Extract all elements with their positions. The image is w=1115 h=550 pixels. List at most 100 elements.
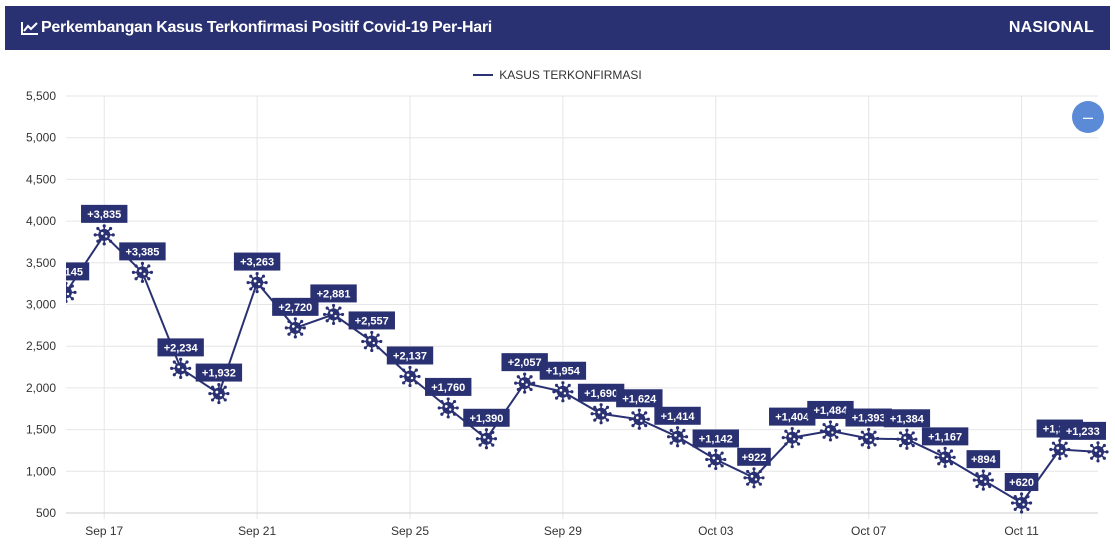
y-tick-label: 2,500 [26,339,56,353]
data-label-text: +3,145 [49,266,83,278]
y-tick-label: 3,000 [26,298,56,312]
y-tick-label: 5,500 [26,89,56,103]
data-label-text: +2,720 [278,302,312,314]
virus-icon [170,357,192,379]
data-label-text: +1,142 [699,433,733,445]
virus-icon [972,469,994,491]
virus-icon [208,382,230,405]
data-label-box [463,408,510,427]
y-tick-label: 1,500 [26,423,56,437]
data-label-box [425,377,472,396]
chart-title: Perkembangan Kasus Terkonfirmasi Positif… [41,19,492,36]
virus-icon [743,467,765,489]
data-label-box [966,450,1001,469]
virus-icon [1087,441,1109,463]
legend-swatch [473,74,494,76]
virus-icon [93,224,115,246]
data-label-text: +1,760 [431,382,465,394]
series-group: +3,145 +3,835 +3,385 +2,234 +1,932 +3,263 +2,7… [49,204,1109,514]
data-label: +1,167 [921,427,969,446]
x-tick-label: Oct 03 [698,524,734,538]
data-label: +1,393 [845,408,892,427]
data-label-box [233,252,281,271]
data-label-text: +1,390 [469,413,503,425]
data-label-box [807,400,854,419]
data-label: +620 [1004,472,1039,491]
data-label-text: +1,954 [546,366,581,378]
data-label: +1,233 [1059,421,1106,440]
data-label-box [845,408,892,427]
virus-icon [399,365,421,388]
data-label: +2,557 [348,311,395,330]
virus-icon [896,428,918,450]
data-label-box [654,406,701,425]
data-label: +3,385 [119,242,166,261]
data-label-box [883,409,931,428]
data-label-text: +894 [971,454,997,466]
data-label-box [81,204,128,223]
virus-icon [322,303,345,326]
data-label-box [66,262,90,281]
virus-icon [934,446,956,468]
virus-icon [514,372,536,394]
data-label-text: +2,881 [317,288,351,300]
data-label: +1,690 [577,383,625,402]
data-label-box [195,363,243,382]
data-label-box [157,338,204,357]
data-label-box [386,346,434,365]
virus-icon [628,408,650,430]
data-label-box [272,297,319,316]
data-label-text: +3,835 [87,209,121,221]
data-label-box [310,284,357,303]
data-label-text: +1,414 [661,411,696,423]
data-label: +3,835 [81,204,128,223]
data-label-box [577,383,625,402]
minus-icon: – [1082,106,1093,127]
data-label-text: +1,932 [202,368,236,380]
scope-label: NASIONAL [1008,19,1094,36]
data-label: +1,760 [425,377,472,396]
data-label: +2,234 [157,338,204,357]
virus-icon [131,261,154,283]
virus-icon [552,381,574,403]
chart-legend[interactable]: KASUS TERKONFIRMASI [0,68,1115,82]
virus-icon [705,448,727,471]
virus-icon [361,330,383,353]
data-label-text: +1,484 [813,405,848,417]
data-label: +1,390 [463,408,510,427]
data-label: +1,142 [692,429,739,448]
data-label-box [616,389,663,408]
y-tick-label: 3,500 [26,256,56,270]
virus-icon [284,317,306,339]
data-label: +894 [966,450,1001,469]
virus-icon [475,428,498,450]
data-label-text: +620 [1009,477,1034,489]
data-label: +1,624 [616,389,663,408]
data-label: +1,404 [769,407,816,426]
data-label: +1,484 [807,400,854,419]
legend-label[interactable]: KASUS TERKONFIRMASI [499,68,642,82]
data-label-text: +1,624 [622,393,657,405]
data-label-text: +2,234 [164,342,199,354]
data-label-text: +1,384 [890,413,925,425]
series-line [66,233,1099,505]
data-label-text: +2,557 [355,315,389,327]
zoom-out-button[interactable]: – [1072,101,1104,133]
virus-icon [66,281,77,304]
data-label-text: +1,167 [928,431,962,443]
data-label: +3,145 [49,262,90,281]
line-chart-icon [21,22,38,35]
x-tick-label: Oct 07 [851,524,887,538]
virus-icon [246,271,268,294]
data-label: +1,932 [195,363,243,382]
virus-icon [437,397,459,419]
data-label: +2,057 [501,353,548,372]
data-label-box [921,427,969,446]
y-tick-label: 1,000 [26,464,56,478]
virus-icon [858,427,880,450]
data-label-text: +1,233 [1066,426,1100,438]
chart-header: Perkembangan Kasus Terkonfirmasi Positif… [5,6,1110,50]
data-label-box [348,311,395,330]
data-label: +2,881 [310,284,357,303]
